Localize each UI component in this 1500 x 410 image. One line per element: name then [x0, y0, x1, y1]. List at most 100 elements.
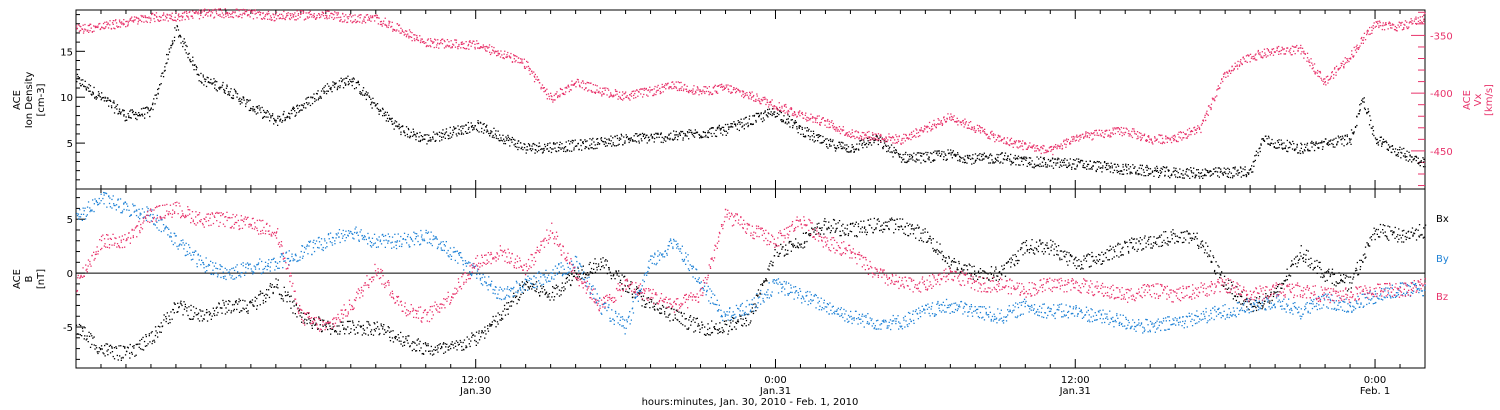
- vx-point: [561, 89, 563, 91]
- vx-point: [366, 14, 369, 16]
- density-point: [1093, 161, 1095, 164]
- vx-point: [785, 106, 787, 108]
- vx-point: [1255, 53, 1257, 55]
- vx-point: [889, 136, 891, 139]
- vx-point: [1246, 54, 1249, 56]
- vx-point: [1403, 28, 1405, 30]
- vx-point: [773, 105, 775, 107]
- vx-point: [1419, 22, 1421, 24]
- density-point: [1281, 147, 1283, 149]
- bx-point: [301, 316, 303, 318]
- density-point: [905, 151, 907, 154]
- vx-point: [194, 12, 196, 14]
- vx-point: [346, 21, 349, 23]
- density-point: [113, 112, 116, 114]
- density-point: [296, 104, 299, 106]
- density-point: [1027, 162, 1030, 165]
- density-point: [678, 132, 681, 134]
- vx-point: [489, 53, 492, 56]
- vx-point: [692, 88, 694, 90]
- density-point: [241, 102, 243, 104]
- vx-point: [421, 41, 424, 43]
- vx-point: [1354, 49, 1357, 51]
- vx-point: [1216, 89, 1218, 91]
- density-point: [432, 131, 435, 133]
- density-point: [551, 148, 553, 150]
- density-point: [116, 108, 118, 110]
- vx-point: [197, 13, 199, 15]
- bx-point: [190, 309, 192, 311]
- density-point: [918, 152, 920, 154]
- vx-point: [608, 96, 610, 98]
- vx-point: [396, 23, 399, 25]
- density-point: [86, 86, 88, 88]
- vx-point: [1079, 134, 1081, 137]
- density-point: [1175, 176, 1177, 178]
- vx-point: [941, 123, 944, 125]
- density-point: [604, 137, 606, 139]
- bx-point: [296, 316, 298, 318]
- vx-point: [364, 16, 366, 18]
- density-point: [408, 128, 410, 131]
- density-point: [700, 137, 703, 139]
- density-point: [1117, 165, 1120, 167]
- density-point: [378, 113, 380, 115]
- bx-point: [156, 332, 158, 334]
- vx-point: [812, 116, 814, 118]
- vx-point: [1076, 136, 1079, 138]
- vx-point: [362, 20, 364, 22]
- vx-point: [483, 46, 485, 48]
- vx-point: [1109, 136, 1111, 138]
- density-point: [1112, 172, 1114, 174]
- density-point: [1318, 147, 1320, 149]
- bx-point: [223, 304, 225, 306]
- vx-point: [1028, 145, 1030, 147]
- density-point: [1402, 155, 1405, 157]
- density-point: [823, 140, 825, 142]
- density-point: [434, 140, 436, 142]
- bx-point: [92, 337, 94, 339]
- density-point: [1099, 167, 1101, 169]
- bx-point: [100, 348, 102, 350]
- vx-point: [506, 56, 508, 59]
- density-point: [952, 150, 954, 152]
- vx-point: [662, 91, 664, 93]
- vx-point: [1331, 72, 1333, 74]
- vx-point: [1085, 131, 1087, 133]
- density-point: [1267, 143, 1269, 145]
- vx-point: [1325, 76, 1328, 78]
- vx-point: [850, 136, 853, 138]
- vx-point: [1367, 29, 1369, 31]
- vx-point: [912, 130, 915, 132]
- density-point: [160, 75, 162, 77]
- vx-point: [854, 131, 856, 133]
- vx-point: [1414, 18, 1416, 20]
- density-point: [1022, 164, 1024, 166]
- vx-point: [291, 17, 293, 19]
- vx-point: [145, 20, 147, 22]
- vx-point: [816, 115, 819, 117]
- vx-point: [509, 57, 512, 59]
- bx-point: [201, 320, 204, 322]
- density-point: [123, 115, 125, 117]
- vx-point: [1019, 146, 1021, 148]
- vx-point: [577, 79, 579, 81]
- vx-point: [235, 15, 237, 17]
- density-point: [1339, 136, 1342, 138]
- vx-point: [523, 58, 525, 60]
- density-point: [1255, 150, 1258, 152]
- bx-point: [295, 304, 297, 306]
- vx-point: [935, 127, 937, 129]
- density-point: [784, 122, 786, 124]
- bx-point: [120, 357, 123, 359]
- density-point: [1347, 142, 1349, 144]
- vx-point: [794, 111, 796, 114]
- vx-point: [1373, 22, 1375, 24]
- vx-point: [1245, 55, 1248, 57]
- vx-point: [231, 16, 234, 18]
- density-point: [834, 146, 836, 149]
- bx-point: [213, 310, 216, 312]
- density-point: [1047, 158, 1050, 161]
- density-point: [882, 147, 884, 150]
- density-point: [1221, 172, 1223, 174]
